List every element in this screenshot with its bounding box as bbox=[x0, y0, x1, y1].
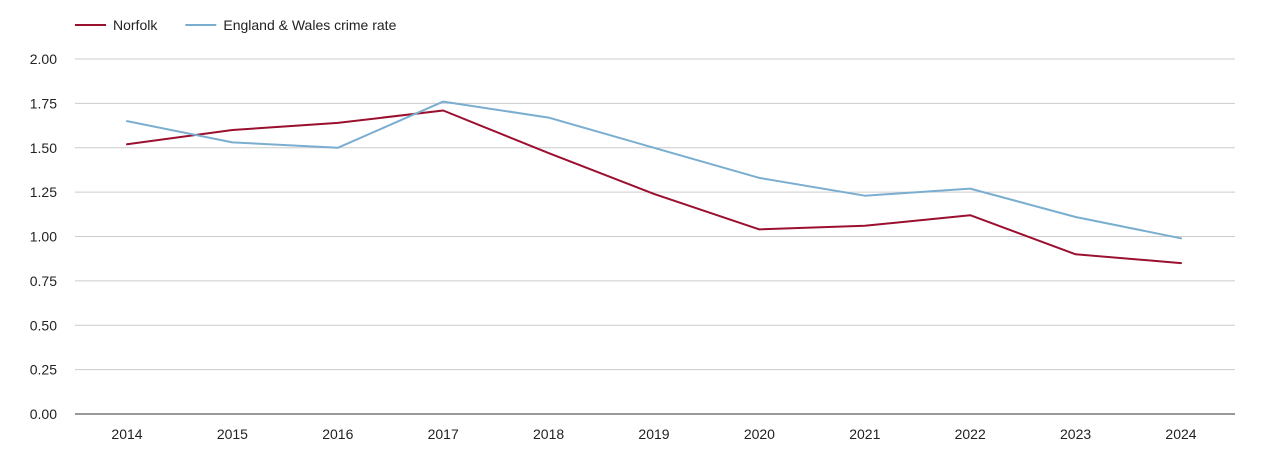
y-tick-label: 0.50 bbox=[30, 317, 57, 333]
x-tick-label: 2017 bbox=[428, 426, 459, 442]
x-tick-label: 2019 bbox=[638, 426, 669, 442]
x-tick-label: 2020 bbox=[744, 426, 775, 442]
legend-item-norfolk: Norfolk bbox=[75, 17, 158, 33]
y-tick-label: 0.25 bbox=[30, 362, 57, 378]
x-tick-label: 2021 bbox=[849, 426, 880, 442]
x-tick-label: 2015 bbox=[217, 426, 248, 442]
series-lines bbox=[126, 100, 1182, 265]
y-tick-label: 1.25 bbox=[30, 184, 57, 200]
x-tick-label: 2018 bbox=[533, 426, 564, 442]
legend: Norfolk England & Wales crime rate bbox=[75, 17, 397, 33]
series-line-norfolk bbox=[126, 109, 1182, 265]
x-tick-label: 2024 bbox=[1165, 426, 1196, 442]
y-tick-label: 0.75 bbox=[30, 273, 57, 289]
series-line-england-wales-crime-rate bbox=[126, 100, 1182, 240]
x-tick-label: 2014 bbox=[111, 426, 142, 442]
gridlines bbox=[75, 58, 1235, 371]
x-axis-tick-labels: 2014 2015 2016 2017 2018 2019 2020 2021 2022 2023… bbox=[111, 426, 1196, 442]
legend-label: England & Wales crime rate bbox=[223, 17, 396, 33]
legend-label: Norfolk bbox=[113, 17, 158, 33]
x-tick-label: 2023 bbox=[1060, 426, 1091, 442]
x-tick-label: 2022 bbox=[955, 426, 986, 442]
y-tick-label: 1.75 bbox=[30, 95, 57, 111]
x-tick-label: 2016 bbox=[322, 426, 353, 442]
y-tick-label: 1.00 bbox=[30, 229, 57, 245]
y-tick-label: 0.00 bbox=[30, 406, 57, 422]
y-axis-tick-labels: 0.00 0.25 0.50 0.75 1.00 1.25 1.50 1.75 2.00 bbox=[30, 51, 57, 422]
y-tick-label: 2.00 bbox=[30, 51, 57, 67]
y-tick-label: 1.50 bbox=[30, 140, 57, 156]
legend-item-england-wales-crime-rate: England & Wales crime rate bbox=[185, 17, 397, 33]
